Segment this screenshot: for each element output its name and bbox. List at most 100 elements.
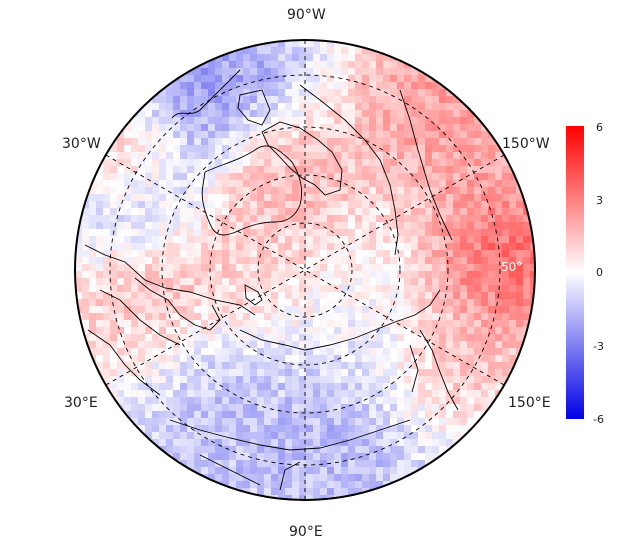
anomaly-cell (376, 96, 384, 104)
anomaly-cell (173, 320, 181, 328)
anomaly-cell (404, 131, 412, 139)
anomaly-cell (152, 313, 160, 321)
anomaly-cell (390, 404, 398, 412)
anomaly-cell (383, 334, 391, 342)
anomaly-cell (362, 180, 370, 188)
anomaly-cell (397, 369, 405, 377)
anomaly-cell (236, 82, 244, 90)
anomaly-cell (341, 54, 349, 62)
anomaly-cell (117, 159, 125, 167)
anomaly-cell (397, 362, 405, 370)
anomaly-cell (180, 89, 188, 97)
anomaly-cell (341, 208, 349, 216)
anomaly-cell (425, 117, 433, 125)
anomaly-cell (264, 369, 272, 377)
anomaly-cell (82, 320, 90, 328)
anomaly-cell (467, 355, 475, 363)
anomaly-cell (376, 180, 384, 188)
colorbar-tick-0: 0 (596, 266, 603, 279)
anomaly-cell (460, 355, 468, 363)
anomaly-cell (89, 264, 97, 272)
anomaly-cell (397, 348, 405, 356)
anomaly-cell (152, 404, 160, 412)
anomaly-cell (362, 320, 370, 328)
anomaly-cell (509, 250, 517, 258)
anomaly-cell (215, 278, 223, 286)
anomaly-cell (320, 348, 328, 356)
anomaly-cell (173, 166, 181, 174)
anomaly-cell (355, 355, 363, 363)
anomaly-cell (362, 40, 370, 48)
anomaly-cell (222, 243, 230, 251)
anomaly-cell (327, 425, 335, 433)
anomaly-cell (376, 383, 384, 391)
anomaly-cell (271, 194, 279, 202)
anomaly-cell (131, 166, 139, 174)
anomaly-cell (467, 173, 475, 181)
anomaly-cell (390, 250, 398, 258)
anomaly-cell (243, 264, 251, 272)
anomaly-cell (271, 61, 279, 69)
anomaly-cell (397, 439, 405, 447)
anomaly-cell (180, 383, 188, 391)
anomaly-cell (488, 306, 496, 314)
anomaly-cell (474, 250, 482, 258)
anomaly-cell (306, 453, 314, 461)
anomaly-cell (173, 236, 181, 244)
anomaly-cell (425, 327, 433, 335)
anomaly-cell (383, 348, 391, 356)
anomaly-cell (152, 166, 160, 174)
anomaly-cell (180, 348, 188, 356)
anomaly-cell (495, 327, 503, 335)
anomaly-cell (341, 327, 349, 335)
anomaly-cell (229, 180, 237, 188)
anomaly-cell (285, 341, 293, 349)
anomaly-cell (306, 208, 314, 216)
anomaly-cell (306, 397, 314, 405)
anomaly-cell (215, 215, 223, 223)
anomaly-cell (327, 432, 335, 440)
anomaly-cell (334, 145, 342, 153)
anomaly-cell (425, 215, 433, 223)
anomaly-cell (215, 61, 223, 69)
anomaly-cell (446, 292, 454, 300)
anomaly-cell (453, 257, 461, 265)
anomaly-cell (418, 355, 426, 363)
anomaly-cell (383, 453, 391, 461)
anomaly-cell (467, 341, 475, 349)
anomaly-cell (320, 110, 328, 118)
anomaly-cell (327, 271, 335, 279)
anomaly-cell (278, 446, 286, 454)
anomaly-cell (264, 236, 272, 244)
anomaly-cell (264, 68, 272, 76)
anomaly-cell (292, 467, 300, 475)
anomaly-cell (173, 390, 181, 398)
anomaly-cell (334, 47, 342, 55)
anomaly-cell (250, 257, 258, 265)
anomaly-cell (439, 390, 447, 398)
anomaly-cell (439, 187, 447, 195)
anomaly-cell (271, 453, 279, 461)
anomaly-cell (362, 383, 370, 391)
anomaly-cell (383, 376, 391, 384)
anomaly-cell (425, 383, 433, 391)
anomaly-cell (145, 131, 153, 139)
anomaly-cell (166, 355, 174, 363)
anomaly-cell (516, 278, 524, 286)
anomaly-cell (334, 369, 342, 377)
anomaly-cell (383, 187, 391, 195)
anomaly-cell (369, 334, 377, 342)
anomaly-cell (103, 222, 111, 230)
anomaly-cell (313, 397, 321, 405)
anomaly-cell (152, 432, 160, 440)
anomaly-cell (502, 208, 510, 216)
anomaly-cell (124, 257, 132, 265)
anomaly-cell (236, 460, 244, 468)
anomaly-cell (173, 152, 181, 160)
anomaly-cell (397, 201, 405, 209)
anomaly-cell (208, 194, 216, 202)
anomaly-cell (166, 180, 174, 188)
anomaly-cell (229, 404, 237, 412)
anomaly-cell (383, 264, 391, 272)
anomaly-cell (159, 327, 167, 335)
